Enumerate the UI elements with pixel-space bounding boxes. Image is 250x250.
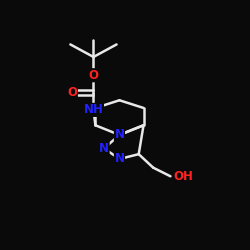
- Text: N: N: [114, 152, 124, 166]
- Text: N: N: [99, 142, 109, 155]
- Text: NH: NH: [84, 104, 103, 117]
- Text: N: N: [114, 128, 124, 141]
- Text: O: O: [67, 86, 77, 99]
- Text: O: O: [88, 69, 99, 82]
- Text: OH: OH: [173, 170, 193, 183]
